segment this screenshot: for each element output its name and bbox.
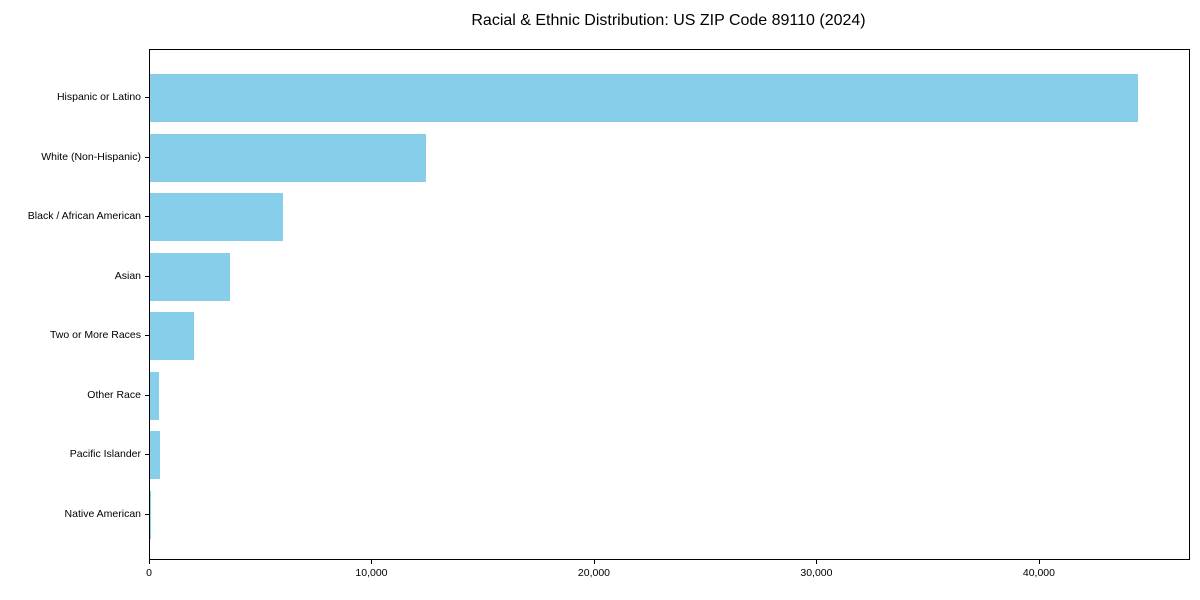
plot-area <box>149 49 1190 560</box>
x-tick <box>593 560 595 564</box>
x-tick-label: 20,000 <box>577 567 611 579</box>
x-tick-label: 10,000 <box>355 567 388 579</box>
x-tick <box>1038 560 1040 564</box>
y-tick <box>145 156 149 158</box>
y-label-other-race: Other Race <box>87 388 141 401</box>
bar-native-american <box>150 490 152 539</box>
y-tick <box>145 513 149 515</box>
y-tick <box>145 275 149 277</box>
y-label-asian: Asian <box>114 269 141 282</box>
x-tick <box>149 560 150 564</box>
y-label-pacific-islander: Pacific Islander <box>69 448 141 460</box>
x-tick-label: 0 <box>146 567 152 579</box>
y-label-hispanic-or-latino: Hispanic or Latino <box>56 91 141 103</box>
y-tick <box>145 216 149 217</box>
y-tick <box>145 454 149 455</box>
y-tick <box>145 97 149 98</box>
y-tick <box>145 335 149 336</box>
x-tick <box>816 560 818 564</box>
chart-title: Racial & Ethnic Distribution: US ZIP Cod… <box>471 12 866 29</box>
x-tick <box>371 560 373 564</box>
x-tick-label: 30,000 <box>800 567 833 579</box>
y-label-black-african-american: Black / African American <box>27 210 141 222</box>
bar-other-race <box>150 371 159 420</box>
bar-black-african-american <box>150 193 284 241</box>
y-label-native-american: Native American <box>64 507 141 520</box>
bar-white-non-hispanic <box>150 133 426 182</box>
bar-pacific-islander <box>150 431 160 479</box>
bar-hispanic-or-latino <box>150 74 1138 122</box>
bar-two-or-more-races <box>150 312 195 360</box>
y-tick <box>145 394 149 396</box>
y-label-two-or-more-races: Two or More Races <box>49 329 141 341</box>
y-label-white-non-hispanic: White (Non-Hispanic) <box>41 150 141 163</box>
bar-asian <box>150 252 231 301</box>
x-tick-label: 40,000 <box>1022 567 1055 579</box>
